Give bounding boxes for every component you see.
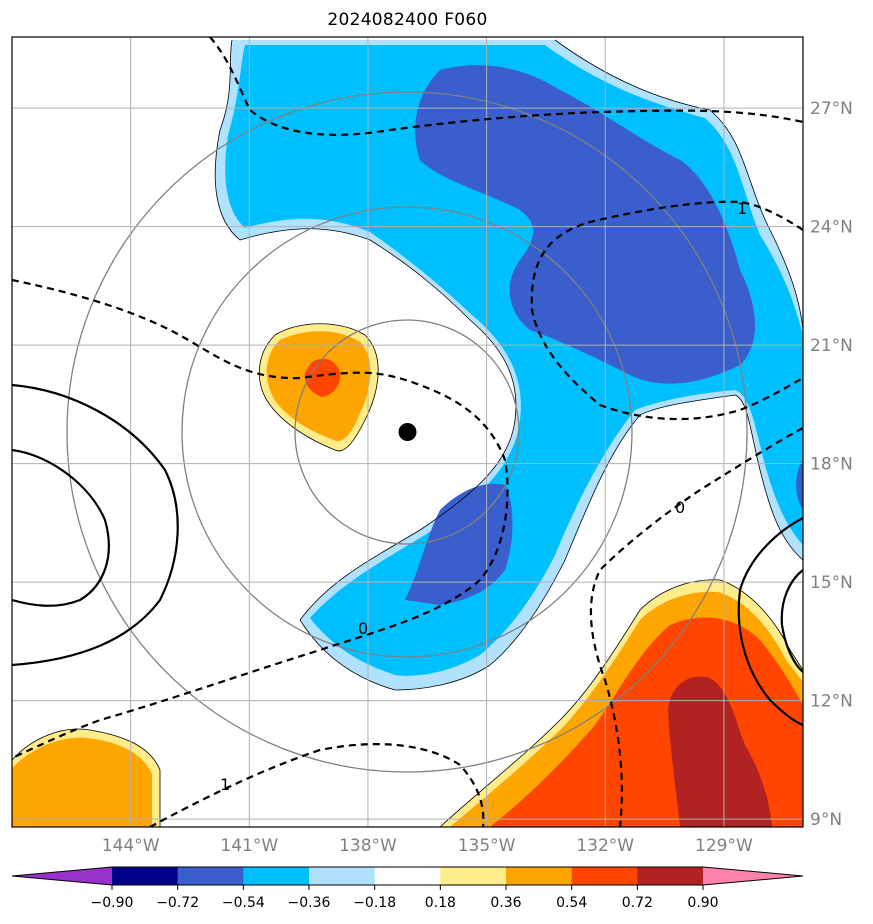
solid-contour-east-inner	[780, 569, 803, 673]
colorbar-segment	[177, 867, 244, 885]
colorbar-segment	[243, 867, 310, 885]
colorbar-segment	[440, 867, 507, 885]
positive-region-southeast	[440, 579, 803, 827]
colorbar	[11, 866, 804, 886]
range-ring-inner	[294, 319, 520, 545]
colorbar-segment	[374, 867, 441, 885]
colorbar-tick-label: −0.36	[288, 895, 331, 911]
contour-label: 0	[358, 619, 368, 638]
colorbar-tick-label: −0.18	[353, 895, 396, 911]
positive-region-center	[259, 323, 379, 451]
fill-region-royal-blue-edge	[796, 460, 803, 510]
plot-frame	[11, 36, 804, 828]
contour-label: 1	[220, 775, 230, 794]
solid-contours	[12, 383, 803, 727]
range-ring-middle	[181, 206, 633, 658]
dashed-contours	[12, 37, 803, 827]
lat-tick-label: 27°N	[810, 99, 853, 119]
dashed-contour-north-a	[209, 37, 803, 136]
lat-tick-label: 12°N	[810, 692, 853, 712]
lon-tick-label: 141°W	[220, 836, 278, 856]
colorbar-segment	[637, 867, 704, 885]
colorbar-segment	[309, 867, 376, 885]
colorbar-tick-label: 0.90	[687, 895, 718, 911]
colorbar-tick-label: 0.18	[425, 895, 456, 911]
lat-tick-label: 21°N	[810, 336, 853, 356]
fill-region-royal-blue-south	[405, 483, 513, 605]
lon-tick-label: 138°W	[339, 836, 397, 856]
lat-tick-label: 15°N	[810, 573, 853, 593]
colorbar-segment	[506, 867, 573, 885]
solid-contour-west-outer	[12, 383, 179, 667]
storm-center-marker	[398, 423, 417, 441]
colorbar-tick-label: −0.54	[222, 895, 265, 911]
solid-contour-east-outer	[737, 517, 803, 727]
chart-title: 2024082400 F060	[327, 10, 488, 30]
colorbar-segment	[112, 867, 179, 885]
lat-tick-label: 9°N	[810, 810, 842, 830]
colorbar-tick-label: 0.36	[490, 895, 521, 911]
colorbar-extend-low	[12, 867, 112, 885]
lon-tick-label: 132°W	[576, 836, 634, 856]
colorbar-tick-label: 0.72	[622, 895, 653, 911]
dashed-contour-west	[12, 278, 509, 760]
range-rings	[66, 91, 748, 773]
positive-region-southwest	[12, 729, 160, 827]
lat-tick-label: 24°N	[810, 218, 853, 238]
contour-labels: 1 0 0 1	[220, 199, 747, 794]
shading-outlines	[12, 39, 803, 827]
lat-tick-label: 18°N	[810, 455, 853, 475]
colorbar-tick-label: −0.72	[156, 895, 199, 911]
dashed-contour-southeast	[589, 427, 803, 827]
contour-label: 1	[737, 199, 747, 218]
colorbar-tick-label: 0.54	[556, 895, 587, 911]
lon-tick-labels: 144°W 141°W 138°W 135°W 132°W 129°W	[102, 836, 753, 856]
range-ring-outer	[66, 91, 748, 773]
colorbar-tick-label: −0.90	[91, 895, 134, 911]
colorbar-labels: −0.90 −0.72 −0.54 −0.36 −0.18 0.18 0.36 0.54 0.7…	[91, 885, 719, 911]
lon-tick-label: 144°W	[102, 836, 160, 856]
fill-region-royal-blue	[415, 65, 755, 384]
solid-contour-west-inner	[12, 448, 110, 607]
lon-tick-label: 135°W	[458, 836, 516, 856]
lon-tick-label: 129°W	[695, 836, 753, 856]
colorbar-extend-high	[703, 867, 803, 885]
colorbar-segment	[571, 867, 638, 885]
dashed-contour-north-b	[530, 200, 803, 421]
dashed-contour-south	[149, 743, 485, 827]
lat-tick-labels: 9°N 12°N 15°N 18°N 21°N 24°N 27°N	[810, 99, 853, 830]
grid	[12, 37, 803, 827]
contour-label: 0	[675, 498, 685, 517]
